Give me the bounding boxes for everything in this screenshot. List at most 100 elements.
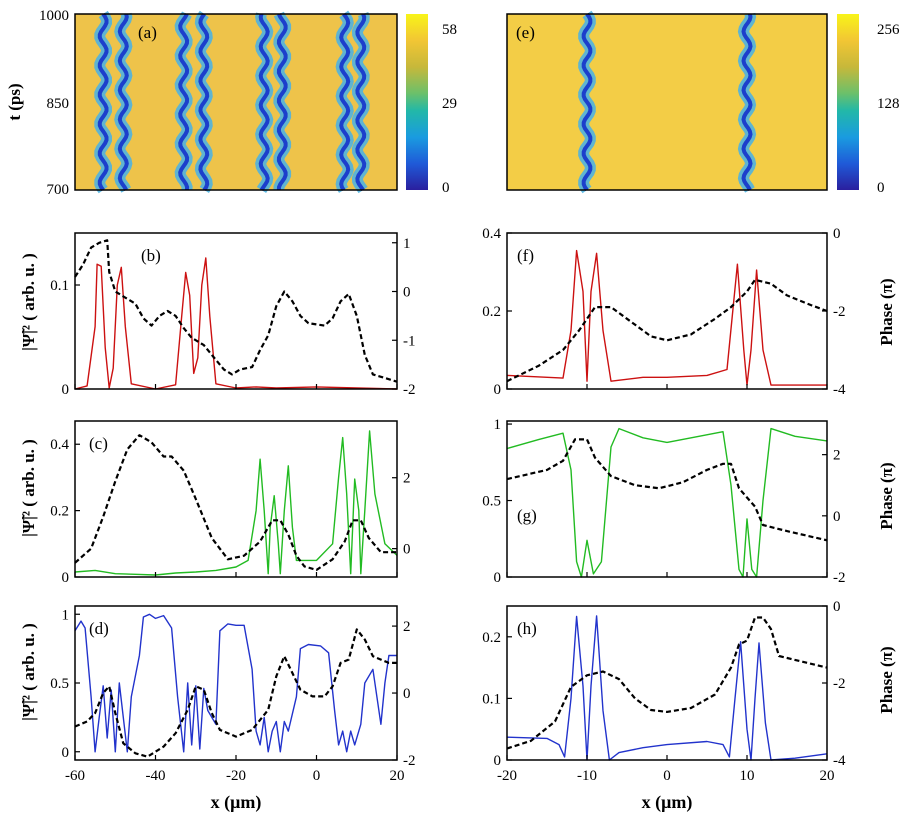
series-f-phase	[506, 278, 828, 383]
filament-core-4	[258, 13, 270, 192]
e-cb-tick-min: 0	[877, 180, 885, 196]
x-label-right: x (μm)	[642, 792, 693, 813]
a-colorbar	[406, 14, 428, 190]
c-ylabel: |Ψ̃|² ( arb. u. )	[19, 439, 38, 537]
a-cb-tick-max: 58	[442, 22, 457, 38]
series-d-intensity	[74, 613, 397, 753]
series-c-intensity	[74, 430, 398, 576]
series-h-phase	[506, 616, 828, 750]
filament-core-5	[276, 13, 288, 191]
panel-g-bg	[507, 421, 827, 577]
panel-f-label: (f)	[517, 246, 534, 265]
ytick-label-right-b-1: -1	[403, 333, 416, 349]
e-colorbar	[837, 14, 859, 190]
panel-e-heatmap: (e) 256 128 0	[506, 10, 900, 196]
panel-d-plot: (d)00.51-202-60 -40 -20 0 20	[50, 605, 416, 784]
panel-f-bg	[507, 233, 827, 389]
a-ytick-700: 700	[47, 182, 70, 198]
ytick-label-right-f-0: -4	[833, 382, 846, 398]
ytick-label-left-f-1: 0.2	[482, 304, 501, 320]
ytick-label-right-d-2: 2	[403, 619, 411, 635]
filament-core-1	[741, 13, 753, 191]
ytick-label-right-f-2: 0	[833, 226, 841, 242]
xtick-label-h-0: -20	[497, 768, 517, 784]
filament-core-0	[97, 12, 109, 192]
a-ytick-850: 850	[47, 96, 70, 112]
filament-core-6	[339, 12, 351, 192]
panel-a-label: (a)	[138, 23, 157, 42]
panel-g-plot: (g) 0 0.5 1 -2 0 2	[482, 417, 845, 586]
a-cb-tick-min: 0	[442, 180, 450, 196]
panel-f-plot: (f) 0 0.2 0.4 -4 -2 0	[482, 226, 846, 398]
series-h-intensity	[506, 615, 828, 761]
ytick-label-left-b-0: 0	[62, 382, 70, 398]
a-ytick-1000: 1000	[39, 8, 69, 24]
ytick-label-left-h-0: 0	[494, 753, 502, 769]
panel-c-plot: (c) 0 0.2 0.4 0 2	[50, 420, 411, 586]
ytick-label-left-c-2: 0.4	[50, 437, 69, 453]
ytick-label-right-b-0: -2	[403, 382, 416, 398]
filament-core-3	[198, 12, 210, 192]
xtick-label-h-3: 10	[740, 768, 755, 784]
panel-a-heatmap: (a) 700 850 1000 t (ps) 58 29 0	[5, 8, 457, 198]
panel-b-label: (b)	[141, 246, 161, 265]
series-d-phase	[74, 628, 397, 758]
ytick-label-right-f-1: -2	[833, 304, 846, 320]
ytick-label-left-d-0: 0	[62, 745, 70, 761]
ytick-label-left-b-1: 0.1	[50, 278, 69, 294]
g-ylabel-phase: Phase (π)	[877, 462, 896, 529]
series-g-phase	[506, 438, 828, 542]
panel-b-plot: (b) 0 0.1 -2 -1 0 1	[50, 232, 416, 398]
ytick-label-right-h-0: -4	[833, 753, 846, 769]
ytick-label-right-g-0: -2	[833, 570, 846, 586]
panel-h-plot: (h)00.10.2-4-20-20 -10 0 10 20	[482, 599, 846, 784]
panel-e-label: (e)	[516, 23, 535, 42]
xtick-label-h-2: 0	[663, 768, 671, 784]
panel-g-label: (g)	[517, 506, 537, 525]
xtick-label-d-2: -20	[226, 768, 246, 784]
ytick-label-left-d-2: 1	[62, 607, 70, 623]
ytick-label-left-f-0: 0	[494, 382, 502, 398]
ytick-label-left-h-1: 0.1	[482, 691, 501, 707]
ytick-label-right-c-0: 0	[403, 542, 411, 558]
ytick-label-right-g-1: 0	[833, 509, 841, 525]
ytick-label-left-g-2: 1	[494, 417, 502, 433]
b-ylabel: |Ψ̃|² ( arb. u. )	[19, 253, 38, 351]
panel-c-label: (c)	[89, 434, 108, 453]
ytick-label-right-b-2: 0	[403, 285, 411, 301]
f-ylabel-phase: Phase (π)	[877, 278, 896, 345]
h-ylabel-phase: Phase (π)	[877, 646, 896, 713]
d-ylabel: |Ψ̃|² ( arb. u. )	[19, 623, 38, 721]
panel-h-bg	[507, 606, 827, 760]
filament-core-0	[581, 12, 593, 192]
xtick-label-d-0: -60	[65, 768, 85, 784]
ytick-label-right-g-2: 2	[833, 448, 841, 464]
xtick-label-d-4: 20	[390, 768, 405, 784]
filament-core-2	[178, 13, 190, 191]
xtick-label-d-3: 0	[313, 768, 321, 784]
series-f-intensity	[506, 249, 827, 386]
panel-d-label: (d)	[89, 619, 109, 638]
ytick-label-left-f-2: 0.4	[482, 226, 501, 242]
series-c-phase	[74, 434, 397, 571]
series-b-phase	[74, 239, 398, 383]
panel-c-bg	[75, 421, 397, 577]
ytick-label-right-d-1: 0	[403, 686, 411, 702]
ytick-label-left-g-1: 0.5	[482, 494, 501, 510]
xtick-label-d-1: -40	[146, 768, 166, 784]
x-label-left: x (μm)	[211, 792, 262, 813]
ytick-label-right-h-1: -2	[833, 676, 846, 692]
filament-core-7	[355, 13, 367, 192]
ytick-label-right-b-3: 1	[403, 236, 411, 252]
filament-core-1	[117, 13, 129, 191]
series-b-intensity	[74, 257, 398, 390]
ytick-label-left-d-1: 0.5	[50, 676, 69, 692]
ytick-label-left-c-0: 0	[62, 570, 70, 586]
panel-h-label: (h)	[517, 619, 537, 638]
panel-b-bg	[75, 233, 397, 389]
a-ylabel: t (ps)	[5, 83, 24, 120]
e-cb-tick-mid: 128	[877, 96, 900, 112]
ytick-label-right-h-2: 0	[833, 599, 841, 615]
xtick-label-h-4: 20	[820, 768, 835, 784]
